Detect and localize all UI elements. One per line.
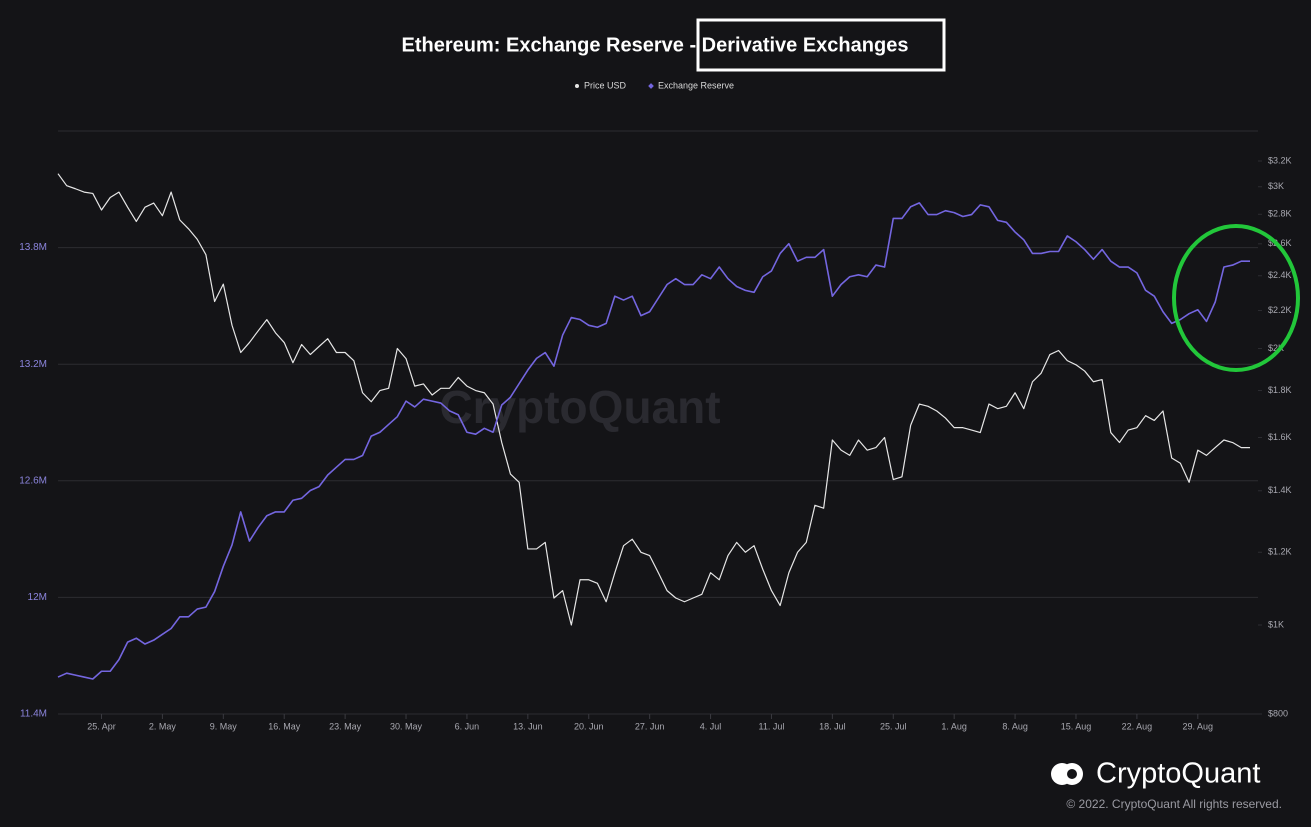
x-tick-label: 1. Aug <box>941 721 967 731</box>
legend-marker <box>648 83 654 89</box>
x-tick-label: 22. Aug <box>1122 721 1153 731</box>
y2-tick-label: $1K <box>1268 619 1284 629</box>
x-tick-label: 8. Aug <box>1002 721 1028 731</box>
y2-tick-label: $800 <box>1268 708 1288 718</box>
y-tick-label: 12.6M <box>19 475 47 486</box>
chart-title: Ethereum: Exchange Reserve - Derivative … <box>402 34 909 56</box>
legend-label: Price USD <box>584 80 627 90</box>
y2-tick-label: $1.8K <box>1268 385 1292 395</box>
brand-logo: CryptoQuant <box>1051 758 1260 790</box>
legend-marker <box>575 84 579 88</box>
x-tick-label: 4. Jul <box>700 721 722 731</box>
x-tick-label: 25. Jul <box>880 721 907 731</box>
grid: 11.4M 12M 12.6M 13.2M 13.8M $800 $1K $1.2K $1.4K… <box>19 155 1291 731</box>
x-tick-label: 20. Jun <box>574 721 604 731</box>
x-tick-label: 15. Aug <box>1061 721 1092 731</box>
y2-tick-label: $3K <box>1268 181 1284 191</box>
x-tick-label: 25. Apr <box>87 721 116 731</box>
series-line <box>57 173 1250 626</box>
highlight-ellipse <box>1172 224 1300 372</box>
y2-tick-label: $1.4K <box>1268 485 1292 495</box>
watermark: CryptoQuant <box>439 381 720 433</box>
y2-tick-label: $1.2K <box>1268 547 1292 557</box>
y-tick-label: 13.8M <box>19 242 47 253</box>
brand-name: CryptoQuant <box>1096 758 1260 790</box>
x-tick-label: 2. May <box>149 721 177 731</box>
y2-tick-label: $2.2K <box>1268 305 1292 315</box>
x-tick-label: 18. Jul <box>819 721 846 731</box>
x-tick-label: 11. Jul <box>759 721 785 731</box>
x-tick-label: 13. Jun <box>513 721 543 731</box>
legend-label: Exchange Reserve <box>658 80 734 90</box>
y2-tick-label: $2.6K <box>1268 238 1292 248</box>
x-tick-label: 23. May <box>329 721 362 731</box>
footer: © 2022. CryptoQuant All rights reserved. <box>1066 797 1282 811</box>
y2-tick-label: $2.8K <box>1268 209 1292 219</box>
y-tick-label: 11.4M <box>20 709 47 720</box>
y2-tick-label: $2.4K <box>1268 270 1292 280</box>
y-tick-label: 13.2M <box>19 359 47 370</box>
y2-tick-label: $3.2K <box>1268 155 1292 165</box>
x-tick-label: 27. Jun <box>635 721 665 731</box>
highlight-box <box>696 18 946 72</box>
logo-icon <box>1067 769 1077 779</box>
x-tick-label: 16. May <box>268 721 301 731</box>
series-line <box>57 202 1250 680</box>
y-tick-label: 12M <box>28 592 47 603</box>
y2-tick-label: $2K <box>1268 343 1284 353</box>
x-tick-label: 9. May <box>210 721 238 731</box>
legend: Price USD Exchange Reserve <box>575 80 734 90</box>
y2-tick-label: $1.6K <box>1268 432 1292 442</box>
x-tick-label: 6. Jun <box>455 721 480 731</box>
lines <box>57 173 1250 680</box>
x-tick-label: 30. May <box>390 721 423 731</box>
x-tick-label: 29. Aug <box>1183 721 1214 731</box>
